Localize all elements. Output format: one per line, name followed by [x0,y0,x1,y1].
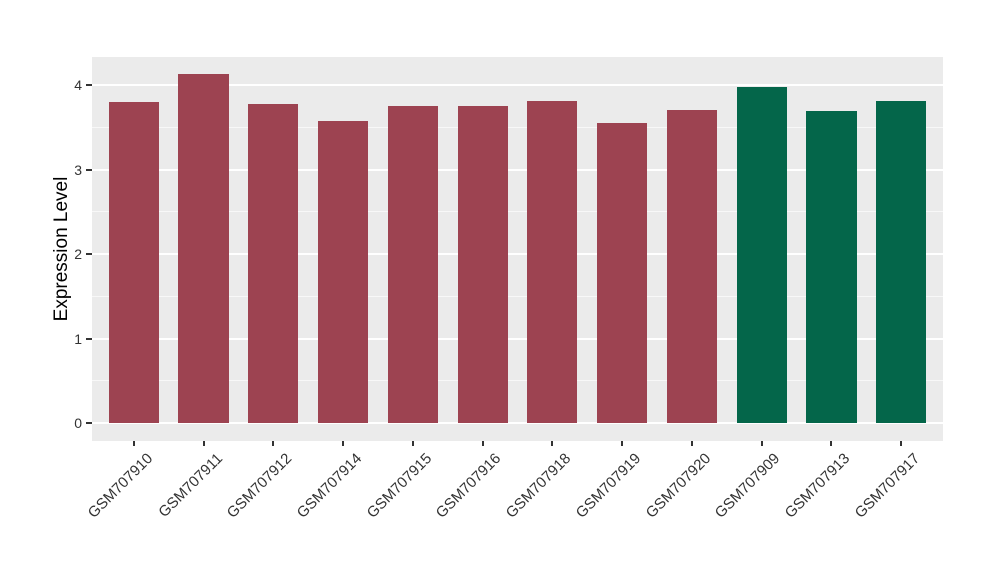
bar-gsm707917 [876,101,927,423]
x-tick-label: GSM707920 [642,450,714,522]
bar-gsm707920 [666,109,717,423]
x-tick-label: GSM707914 [293,450,366,522]
bar-gsm707919 [597,123,648,423]
x-tick-label: GSM707919 [572,450,645,522]
gridline-minor [92,126,943,128]
x-tick-label: GSM707913 [781,450,854,522]
bar-gsm707914 [318,121,369,423]
gridline-minor [92,380,943,382]
x-tick-mark [690,441,693,446]
x-tick-mark [551,441,554,446]
y-tick-label: 0 [74,415,82,431]
plot-panel [92,57,943,441]
x-tick-mark [272,441,275,446]
y-tick-mark [86,168,92,171]
gridline-major [92,337,943,340]
x-tick-mark [900,441,903,446]
gridline-minor [92,211,943,213]
gridline-major [92,84,943,86]
bar-gsm707909 [736,86,787,423]
bar-gsm707918 [527,101,578,423]
y-tick-label: 1 [74,330,82,347]
x-tick-label: GSM707915 [363,450,435,522]
x-tick-mark [830,441,833,446]
bar-gsm707916 [457,106,508,423]
bar-gsm707915 [387,106,438,423]
x-tick-label: GSM707917 [851,450,924,522]
x-tick-mark [132,441,135,446]
y-tick-mark [86,337,92,340]
y-tick-mark [86,84,92,86]
bar-gsm707911 [178,74,229,423]
y-tick-mark [86,422,92,424]
x-tick-mark [481,441,484,446]
x-tick-label: GSM707911 [154,450,226,521]
x-tick-mark [342,441,345,446]
bar-gsm707912 [248,103,299,423]
x-tick-label: GSM707912 [223,450,296,522]
x-tick-label: GSM707910 [84,450,156,522]
x-tick-mark [202,441,205,446]
x-tick-label: GSM707909 [712,450,784,522]
x-tick-label: GSM707918 [502,450,575,522]
y-tick-mark [86,253,92,255]
x-tick-mark [411,441,414,446]
x-tick-mark [760,441,763,446]
bar-gsm707910 [108,101,159,423]
x-tick-mark [621,441,624,446]
gridline-major [92,168,943,171]
y-tick-label: 3 [74,161,82,178]
x-tick-label: GSM707916 [433,450,505,522]
y-tick-label: 4 [74,77,82,93]
gridline-major [92,253,943,255]
gridline-major [92,422,943,424]
bar-gsm707913 [806,111,857,423]
y-tick-label: 2 [74,246,82,262]
gridline-minor [92,295,943,297]
